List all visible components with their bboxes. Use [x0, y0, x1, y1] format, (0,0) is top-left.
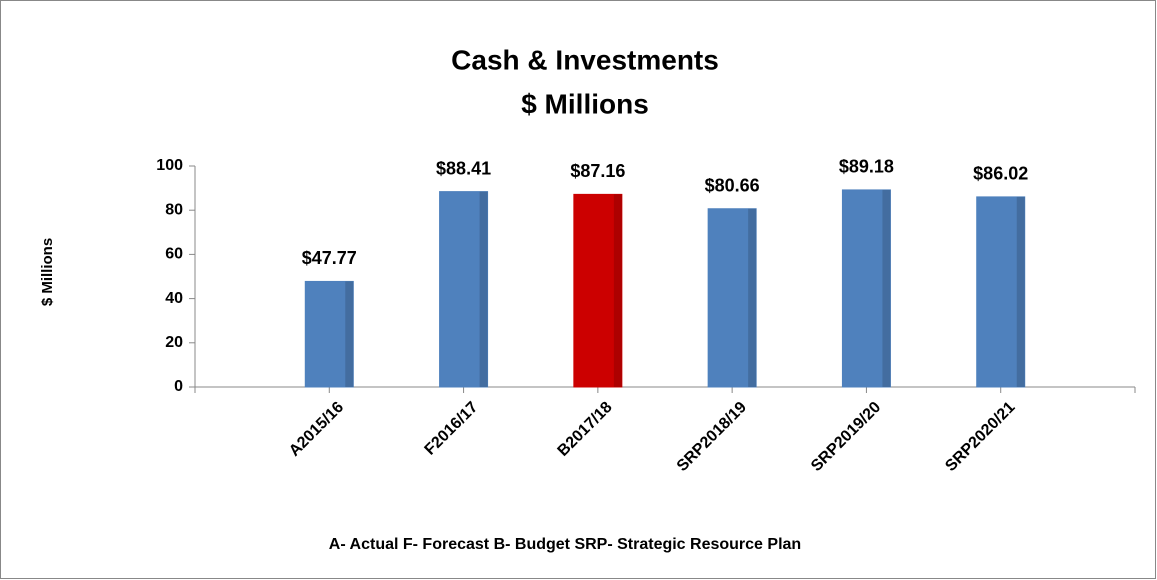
bar	[976, 196, 1026, 388]
value-label: $86.02	[973, 164, 1028, 184]
bar	[707, 208, 757, 388]
bar-shade	[748, 208, 757, 387]
y-tick-label: 20	[165, 334, 183, 351]
bar	[439, 191, 489, 388]
chart-subtitle: $ Millions	[521, 88, 649, 119]
footnote: A- Actual F- Forecast B- Budget SRP- Str…	[329, 536, 801, 553]
y-tick-label: 40	[165, 290, 183, 307]
value-label: $87.16	[570, 161, 625, 181]
bar	[841, 189, 891, 388]
bar	[573, 193, 623, 388]
bar-shade	[1016, 196, 1025, 387]
bar-shade	[345, 281, 354, 387]
y-tick-label: 80	[165, 201, 183, 218]
value-label: $80.66	[705, 175, 760, 195]
value-label: $88.41	[436, 158, 491, 178]
value-label: $89.18	[839, 157, 894, 177]
y-tick-label: 60	[165, 246, 183, 263]
value-label: $47.77	[302, 248, 357, 268]
bar-shade	[882, 189, 891, 387]
y-tick-label: 0	[174, 378, 183, 395]
bar	[304, 280, 354, 388]
bar-shade	[479, 191, 488, 387]
chart-title: Cash & Investments	[451, 44, 719, 75]
y-tick-label: 100	[156, 157, 183, 174]
bar-shade	[613, 194, 622, 387]
y-axis-label: $ Millions	[39, 238, 56, 306]
